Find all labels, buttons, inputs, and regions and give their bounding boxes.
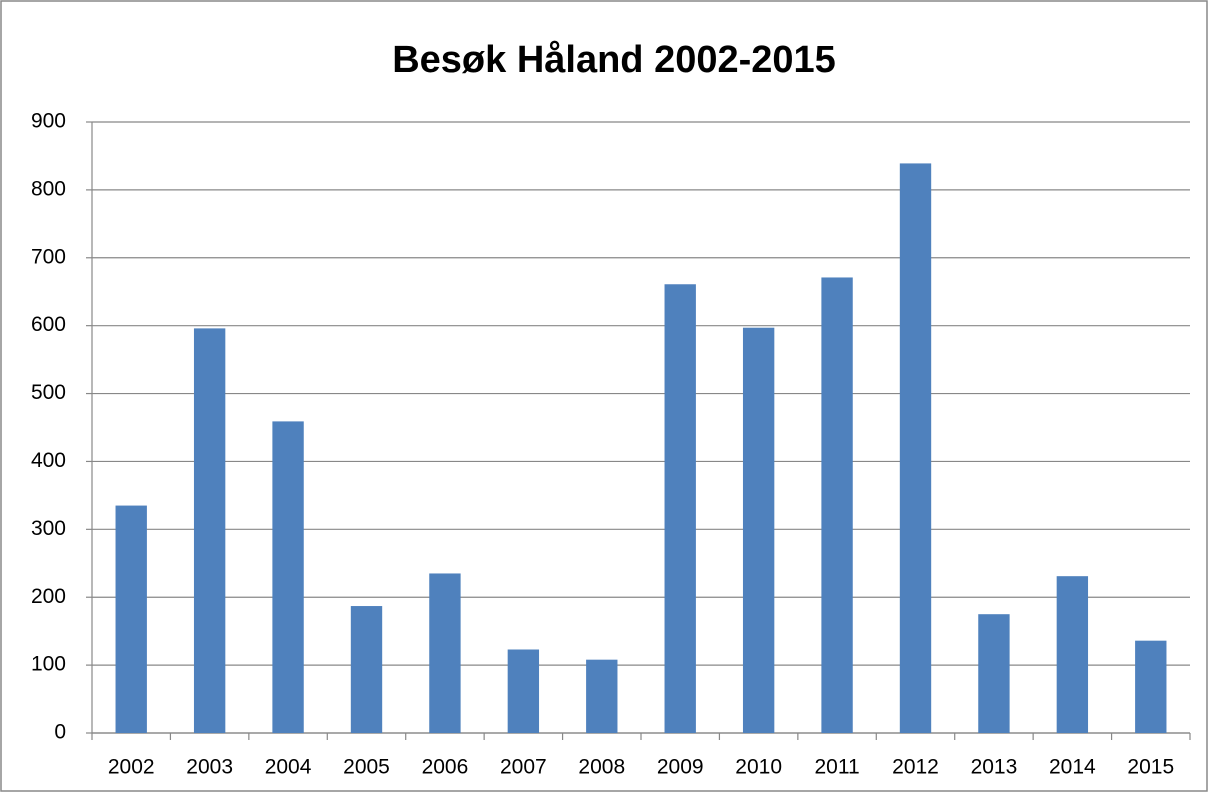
y-tick-label: 600: [31, 313, 66, 336]
bar: [115, 505, 147, 733]
bar: [978, 614, 1010, 733]
x-tick-label: 2005: [343, 756, 390, 779]
x-tick-label: 2011: [814, 756, 859, 779]
x-tick-label: 2014: [1049, 756, 1096, 779]
bar: [586, 659, 618, 733]
bar: [350, 606, 383, 733]
x-tick-label: 2010: [735, 756, 782, 779]
x-tick-label: 2004: [265, 756, 312, 779]
bar: [272, 421, 304, 733]
x-tick-label: 2006: [422, 756, 469, 779]
bar: [1135, 640, 1167, 733]
y-tick-label: 500: [31, 381, 66, 404]
x-tick-label: 2007: [500, 756, 547, 779]
bar: [1056, 576, 1089, 733]
x-tick-label: 2015: [1127, 756, 1174, 779]
bar: [821, 277, 853, 733]
y-tick-label: 100: [31, 653, 66, 676]
x-tick-label: 2013: [971, 756, 1018, 779]
y-tick-label: 0: [54, 721, 66, 744]
x-tick-label: 2008: [578, 756, 625, 779]
bar: [664, 284, 696, 733]
y-tick-label: 400: [31, 449, 66, 472]
bar: [899, 163, 932, 733]
chart-title: Besøk Håland 2002-2015: [392, 39, 836, 81]
y-tick-label: 700: [31, 245, 66, 268]
bar: [429, 573, 461, 733]
y-tick-label: 800: [31, 177, 66, 200]
x-tick-label: 2009: [657, 756, 704, 779]
y-tick-label: 300: [31, 517, 66, 540]
y-tick-label: 900: [31, 110, 66, 133]
x-tick-label: 2012: [892, 756, 939, 779]
bar: [742, 327, 775, 733]
y-tick-label: 200: [31, 585, 66, 608]
bar: [507, 649, 540, 733]
x-tick-label: 2002: [108, 756, 155, 779]
bar: [193, 328, 226, 733]
x-tick-label: 2003: [186, 756, 233, 779]
